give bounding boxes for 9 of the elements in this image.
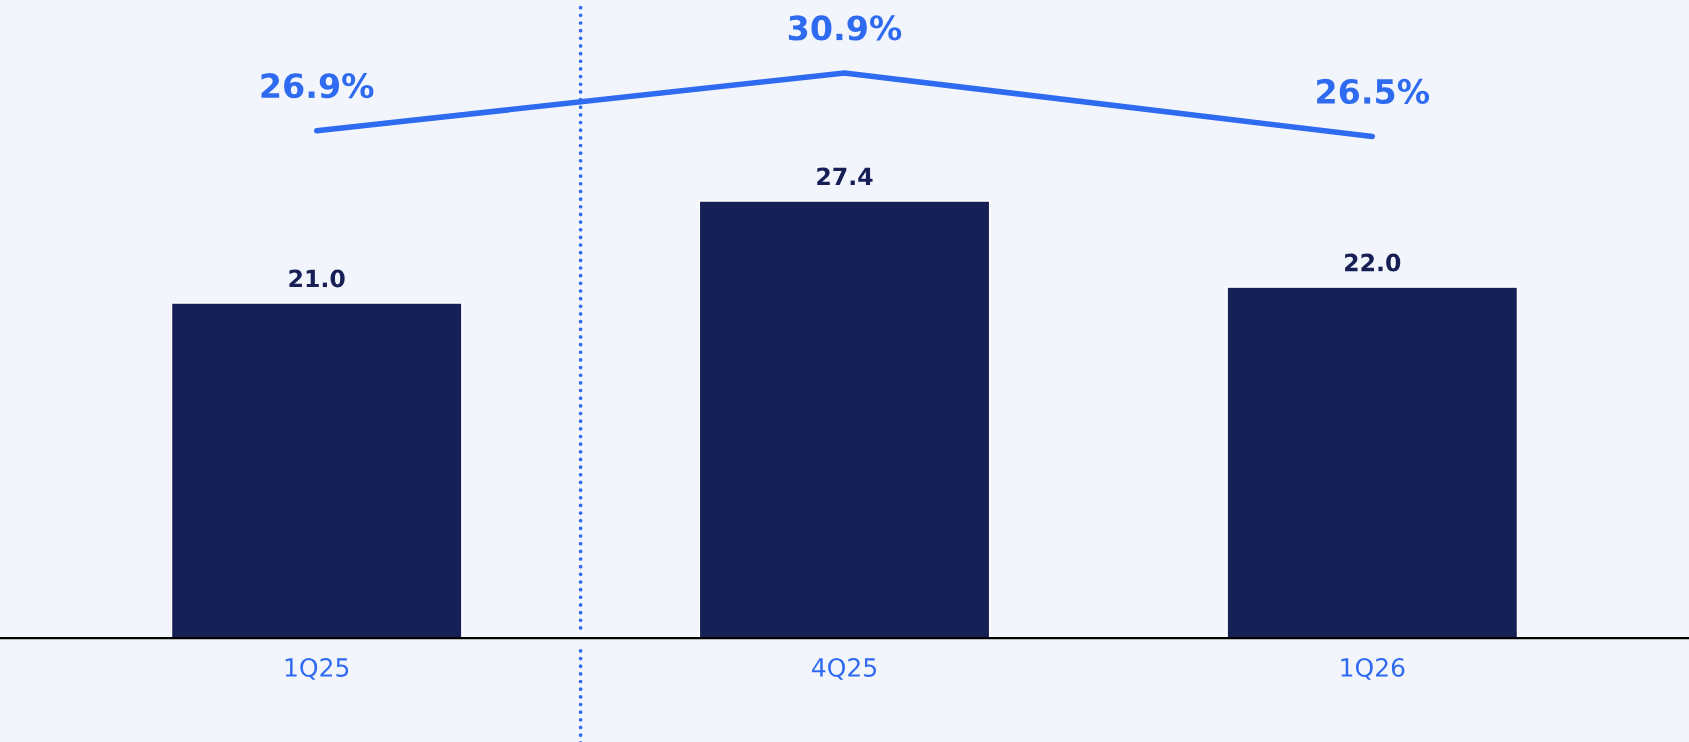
data-label: 26.9% — [261, 73, 374, 99]
x-tick-label: 4Q25 — [812, 658, 877, 680]
data-label: 27.4 — [817, 167, 873, 185]
x-tick-label: 1Q25 — [285, 658, 349, 680]
x-tick-label: 1Q26 — [1341, 658, 1405, 680]
data-label: 22.0 — [1345, 253, 1401, 272]
data-label: 21.0 — [289, 269, 345, 288]
data-label: 30.9% — [788, 15, 902, 41]
data-label: 26.5% — [1317, 78, 1430, 105]
